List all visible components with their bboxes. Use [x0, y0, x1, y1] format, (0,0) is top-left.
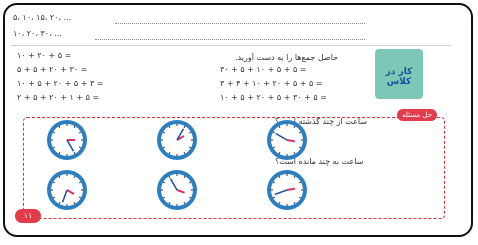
hour-hand	[287, 140, 295, 141]
hour-hand	[287, 189, 295, 190]
worksheet: ۵، ۱۰، ۱۵، ۲۰، ... ۱۰، ۲۰، ۳۰، ... حاصل …	[3, 3, 473, 237]
clocks	[5, 5, 473, 237]
